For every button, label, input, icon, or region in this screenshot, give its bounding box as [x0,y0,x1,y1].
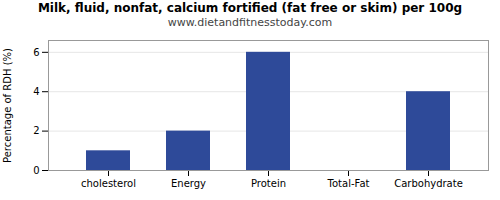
svg-text:4: 4 [33,86,39,97]
svg-text:Energy: Energy [171,178,206,189]
svg-text:2: 2 [33,125,39,136]
svg-text:Total-Fat: Total-Fat [327,178,370,189]
svg-text:0: 0 [33,165,39,176]
svg-text:6: 6 [33,47,39,58]
svg-text:Percentage of RDH (%): Percentage of RDH (%) [2,48,13,163]
svg-text:cholesterol: cholesterol [81,178,136,189]
svg-text:Protein: Protein [251,178,286,189]
html-text:Milk, fluid, nonfat, calcium f: Milk, fluid, nonfat, calcium fortified (… [37,1,463,15]
svg-text:Carbohydrate: Carbohydrate [394,178,463,189]
html-text:www.dietandfitnesstoday.com: www.dietandfitnesstoday.com [167,16,333,29]
